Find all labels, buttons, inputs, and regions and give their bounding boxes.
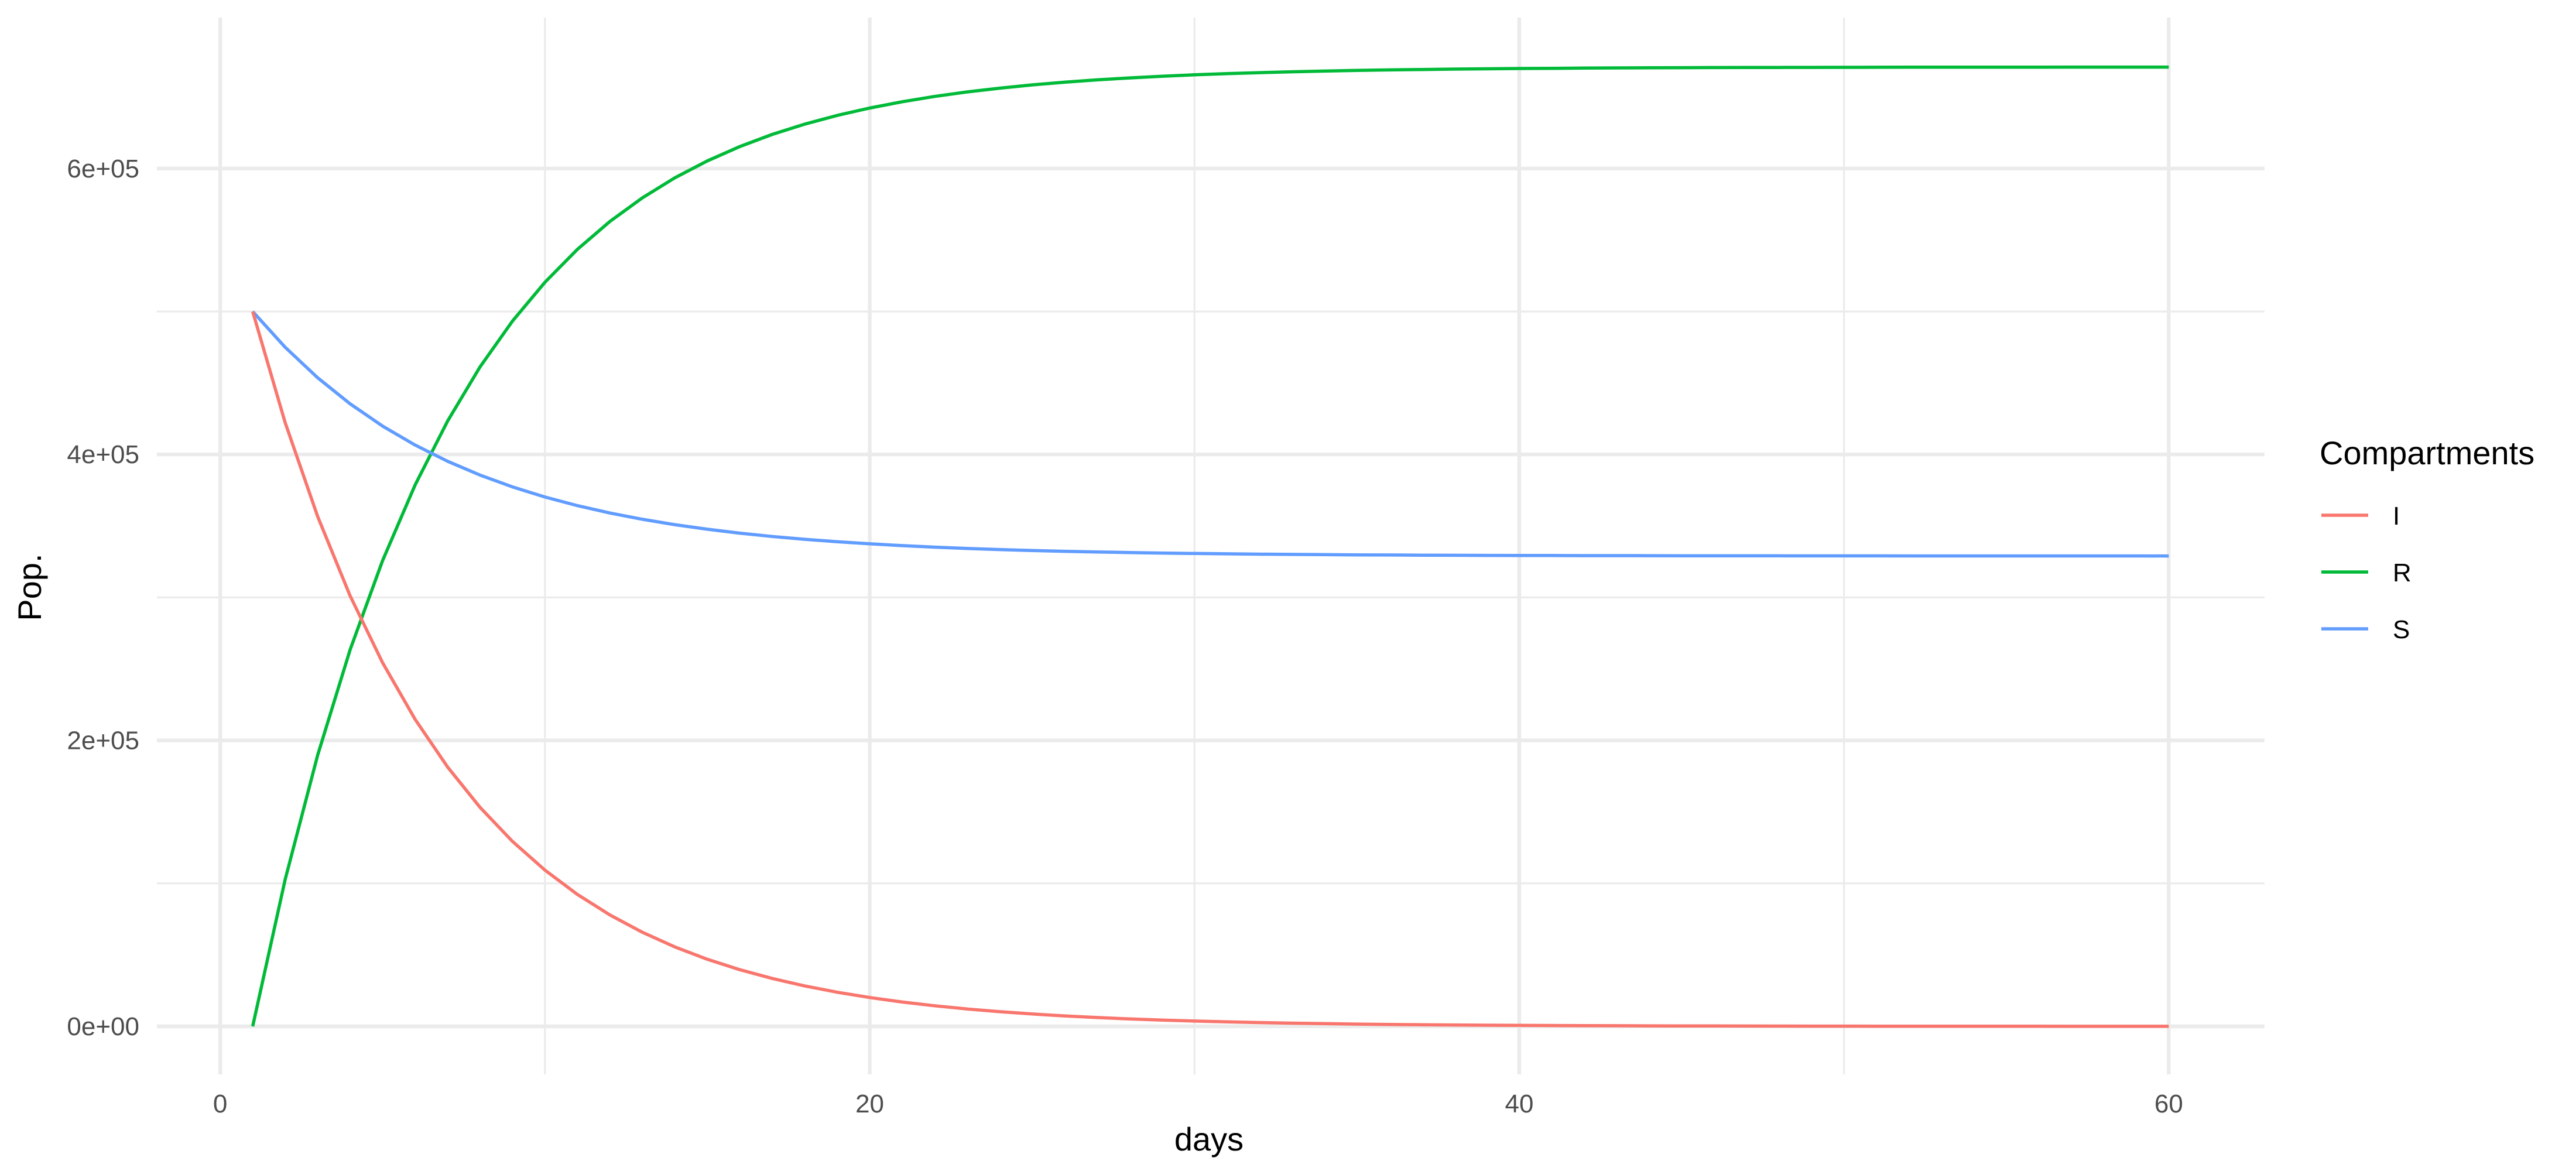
y-axis-title: Pop. [11, 553, 48, 621]
y-tick-label: 2e+05 [67, 727, 139, 755]
y-tick-label: 6e+05 [67, 155, 139, 183]
x-tick-labels: 0 20 40 60 [213, 1090, 2183, 1118]
major-gridlines [157, 18, 2265, 1074]
x-tick-label: 40 [1505, 1090, 1533, 1118]
x-axis-title: days [1174, 1121, 1244, 1158]
minor-gridlines [157, 18, 2265, 1074]
y-tick-label: 0e+00 [67, 1012, 139, 1041]
series-lines [251, 65, 2169, 1028]
x-tick-label: 0 [213, 1090, 227, 1118]
legend-label-R: R [2393, 559, 2411, 587]
x-tick-label: 60 [2154, 1090, 2183, 1118]
y-tick-label: 4e+05 [67, 440, 139, 469]
legend-title: Compartments [2320, 434, 2534, 471]
legend: Compartments I RS [2320, 434, 2534, 644]
series-line-R [251, 65, 2169, 1027]
series-line-S [251, 310, 2169, 558]
legend-label-S: S [2393, 615, 2410, 644]
legend-label-I: I [2393, 502, 2400, 530]
series-line-I [251, 311, 2169, 1028]
legend-items: I RS [2321, 502, 2411, 644]
x-tick-label: 20 [855, 1090, 884, 1118]
y-tick-labels: 0e+00 2e+05 4e+05 6e+05 [67, 155, 139, 1041]
